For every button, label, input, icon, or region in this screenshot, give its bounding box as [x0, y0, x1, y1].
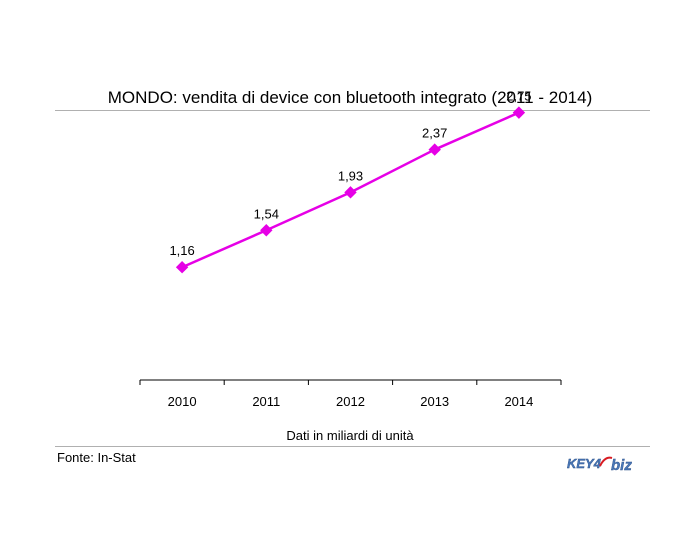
- top-divider: [55, 110, 650, 111]
- x-tick-label: 2010: [168, 394, 197, 409]
- units-note: Dati in miliardi di unità: [286, 428, 414, 443]
- data-label: 1,93: [338, 168, 363, 183]
- key4biz-logo: KEY4 biz: [567, 456, 633, 474]
- x-tick-label: 2012: [336, 394, 365, 409]
- x-tick-label: 2013: [420, 394, 449, 409]
- data-point-marker: [344, 186, 357, 199]
- data-label: 2,37: [422, 126, 447, 141]
- data-point-marker: [175, 261, 189, 274]
- data-label: 1,16: [169, 243, 194, 258]
- source-text: Fonte: In-Stat: [57, 450, 136, 465]
- svg-text:biz: biz: [611, 457, 632, 474]
- data-label: 2,75: [506, 89, 531, 104]
- data-point-marker: [260, 224, 273, 237]
- bottom-divider: [55, 446, 650, 447]
- x-tick-label: 2014: [504, 394, 533, 409]
- data-point-marker: [428, 143, 441, 156]
- data-label: 1,54: [254, 206, 279, 221]
- data-point-marker: [512, 106, 526, 119]
- x-tick-label: 2011: [252, 394, 280, 409]
- chart-title: MONDO: vendita di device con bluetooth i…: [107, 88, 593, 107]
- svg-text:KEY4: KEY4: [567, 456, 602, 471]
